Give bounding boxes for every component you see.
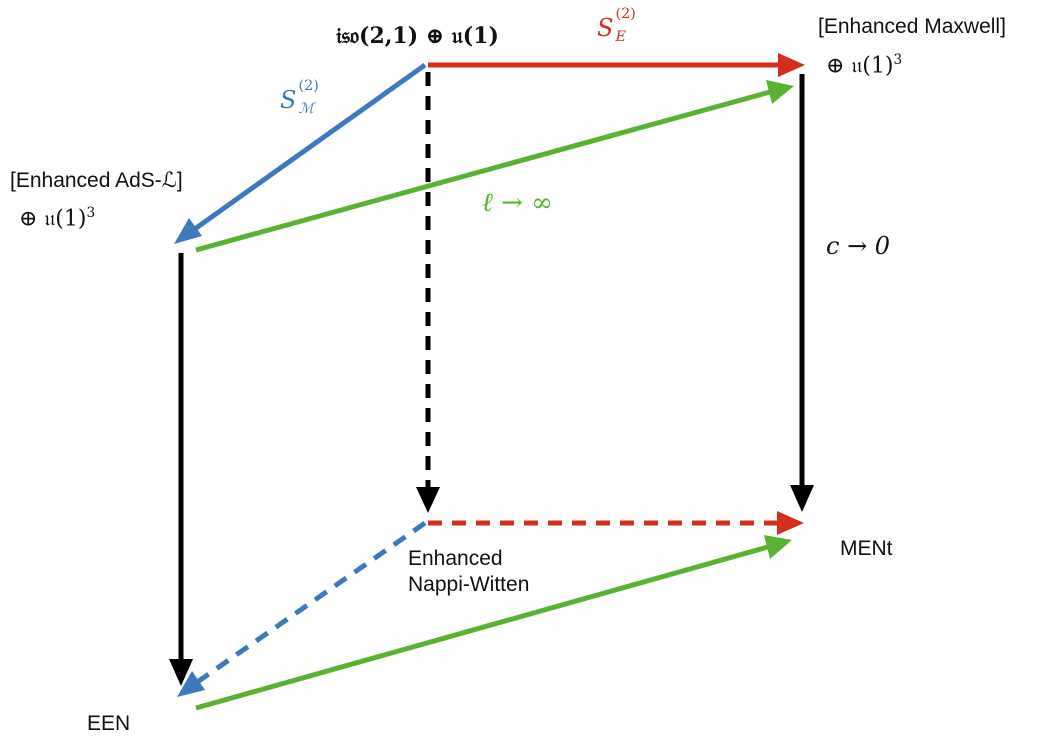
node-top-right-line2: ⊕ 𝔲(1) <box>826 53 894 79</box>
edge-blue-symbol: S <box>280 86 297 114</box>
edge-green-text: ℓ → ∞ <box>482 188 553 218</box>
black-dashed-arrow-head <box>416 487 440 513</box>
node-label-left-algebra: ⊕ 𝔲(1)3 <box>19 205 95 231</box>
blue-arrow-top <box>190 62 427 234</box>
green-arrow-top-head <box>766 80 794 104</box>
black-arrow-right-head <box>790 485 814 512</box>
node-bottom-right-text: MENt <box>840 537 893 560</box>
node-bottom-center-line2: Nappi-Witten <box>408 573 530 596</box>
edge-blue-sub: ℳ <box>298 100 314 117</box>
node-label-top-right-algebra: ⊕ 𝔲(1)3 <box>826 52 902 78</box>
node-label-top-center: 𝔦𝔰𝔬(2,1) ⊕ 𝔲(1) <box>336 23 499 49</box>
node-left-line2: ⊕ 𝔲(1) <box>19 206 87 232</box>
node-label-bottom-center: Enhanced Nappi-Witten <box>408 546 529 598</box>
node-label-bottom-right: MENt <box>840 537 893 561</box>
node-left-line1: [Enhanced AdS-ℒ] <box>10 169 183 192</box>
node-left-sup: 3 <box>86 205 96 221</box>
node-label-left: [Enhanced AdS-ℒ] <box>10 168 183 193</box>
node-label-bottom-left: EEN <box>87 712 130 736</box>
node-label-top-right: [Enhanced Maxwell] <box>818 15 1006 39</box>
node-top-right-sup: 3 <box>893 52 903 68</box>
edge-red-sup: (2) <box>615 6 636 23</box>
node-bottom-center-line1: Enhanced <box>408 547 503 570</box>
red-dashed-arrow-head <box>777 511 804 535</box>
node-top-center-text: 𝔦𝔰𝔬(2,1) ⊕ 𝔲(1) <box>336 23 499 49</box>
blue-arrow-top-head <box>174 218 202 244</box>
green-arrow-bottom-head <box>764 535 792 559</box>
node-bottom-left-text: EEN <box>87 712 131 735</box>
edge-label-black: c → 0 <box>826 232 890 260</box>
edge-label-red: S (2) E <box>597 7 636 45</box>
blue-dashed-arrow <box>194 520 427 686</box>
green-arrow-bottom <box>195 544 769 711</box>
edge-red-symbol: S <box>597 14 614 42</box>
edge-black-text: c → 0 <box>826 232 891 260</box>
green-arrow-top <box>195 89 771 253</box>
blue-dashed-arrow-head <box>177 671 205 697</box>
edge-label-green: ℓ → ∞ <box>482 188 553 218</box>
edge-red-sub: E <box>615 28 626 45</box>
red-arrow-top-head <box>778 53 805 77</box>
edge-label-blue: S (2) ℳ <box>280 79 319 117</box>
edge-blue-sup: (2) <box>298 78 319 95</box>
node-top-right-line1: [Enhanced Maxwell] <box>818 15 1006 38</box>
black-arrow-left-head <box>169 659 193 686</box>
